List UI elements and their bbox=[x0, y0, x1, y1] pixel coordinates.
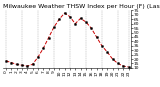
Text: Milwaukee Weather THSW Index per Hour (F) (Last 24 Hours): Milwaukee Weather THSW Index per Hour (F… bbox=[3, 4, 160, 9]
